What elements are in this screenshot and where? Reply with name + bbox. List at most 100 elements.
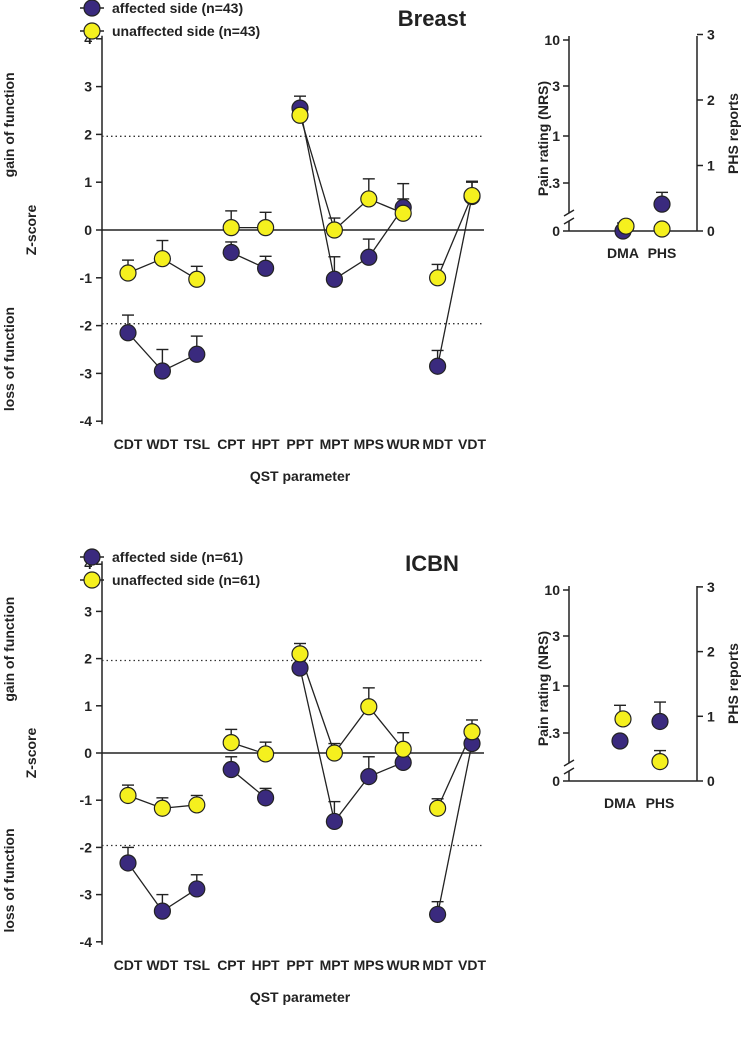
x-tick-label: MPS xyxy=(354,957,384,973)
x-tick-label: WDT xyxy=(146,436,178,452)
x-tick-label: WUR xyxy=(386,957,419,973)
y-tick-label: 1 xyxy=(84,174,92,190)
series-0-connector xyxy=(436,743,473,915)
y-tick-label: -4 xyxy=(80,413,93,429)
legend-marker-unaffected xyxy=(83,22,101,40)
data-point-unaffected xyxy=(360,698,378,716)
x-tick-label: MDT xyxy=(422,957,453,973)
gain-of-function-label: gain of function xyxy=(1,72,17,177)
data-point-unaffected xyxy=(257,745,275,763)
axis-break-mark xyxy=(563,209,575,217)
data-point-affected xyxy=(119,854,137,872)
inset-x-label: PHS xyxy=(648,245,677,261)
left-tick-label: .3 xyxy=(548,175,560,191)
data-point-unaffected xyxy=(325,221,343,239)
x-tick-label: WDT xyxy=(146,957,178,973)
inset-point-affected xyxy=(651,712,669,731)
series-1-connector xyxy=(437,195,473,279)
data-point-affected xyxy=(360,248,378,266)
data-point-affected xyxy=(325,270,343,288)
legend-marker-affected xyxy=(83,0,101,17)
left-tick-label: 1 xyxy=(552,128,560,144)
left-tick-label: 3 xyxy=(552,628,560,644)
y-tick-label: 3 xyxy=(84,79,92,95)
data-point-affected xyxy=(360,767,378,786)
data-point-unaffected xyxy=(394,204,412,222)
left-tick-label: .3 xyxy=(548,725,560,741)
x-tick-label: HPT xyxy=(252,436,280,452)
main-chart-0: 4 3 2 1 0 -1 -2 -3 -4 CDT WDT TSL CPT HPT PPT MPT MPS WUR… xyxy=(1,31,486,484)
x-tick-label: PPT xyxy=(286,957,314,973)
data-point-affected xyxy=(325,812,343,831)
x-tick-label: CPT xyxy=(217,957,245,973)
panel-title: Breast xyxy=(398,6,467,31)
data-point-affected xyxy=(222,760,240,779)
y-tick-label: -1 xyxy=(80,792,93,808)
inset-x-label: PHS xyxy=(646,795,675,811)
x-tick-label: MPS xyxy=(354,436,384,452)
data-point-unaffected xyxy=(429,269,447,287)
right-tick-label: 0 xyxy=(707,773,715,789)
y-tick-label: -4 xyxy=(80,934,93,950)
data-point-unaffected xyxy=(222,219,240,237)
y-tick-label: -2 xyxy=(80,839,93,855)
data-point-unaffected xyxy=(394,740,412,758)
series-0-connector xyxy=(299,667,404,823)
data-point-unaffected xyxy=(463,723,481,741)
axis-break-mark xyxy=(563,767,575,775)
inset-point-affected xyxy=(653,195,671,213)
series-1-connector xyxy=(299,653,404,755)
series-1-connector xyxy=(299,115,404,232)
y-tick-label: 4 xyxy=(84,31,92,47)
data-point-affected xyxy=(119,324,137,342)
y-tick-label: -3 xyxy=(80,887,93,903)
x-tick-label: PPT xyxy=(286,436,314,452)
y-tick-label: -3 xyxy=(80,365,93,381)
data-point-unaffected xyxy=(291,106,309,124)
data-point-affected xyxy=(429,905,447,924)
x-tick-label: TSL xyxy=(184,957,211,973)
x-tick-label: MPT xyxy=(320,436,350,452)
series-0-connector xyxy=(436,196,473,367)
y-tick-label: -2 xyxy=(80,318,93,334)
pain-rating-axis-title: Pain rating (NRS) xyxy=(535,81,551,196)
inset-point-unaffected xyxy=(617,217,635,235)
data-point-unaffected xyxy=(119,786,137,805)
x-axis-title: QST parameter xyxy=(250,468,351,484)
x-tick-label: CPT xyxy=(217,436,245,452)
right-tick-label: 3 xyxy=(707,579,715,595)
y-axis-title: Z-score xyxy=(23,205,39,256)
data-point-affected xyxy=(257,789,275,807)
legend-label: unaffected side (n=43) xyxy=(112,23,260,39)
data-point-affected xyxy=(153,902,171,920)
data-point-unaffected xyxy=(188,796,206,814)
gain-of-function-label: gain of function xyxy=(1,597,17,702)
y-tick-label: 2 xyxy=(84,126,92,142)
axis-break-mark xyxy=(563,759,575,767)
data-point-unaffected xyxy=(463,186,481,205)
left-tick-label: 10 xyxy=(544,582,560,598)
phs-reports-axis-title: PHS reports xyxy=(725,643,741,724)
data-point-unaffected xyxy=(153,250,171,268)
x-tick-label: VDT xyxy=(458,436,486,452)
left-tick-label: 0 xyxy=(552,773,560,789)
y-tick-label: 2 xyxy=(84,651,92,667)
legend-label: unaffected side (n=61) xyxy=(112,572,260,588)
data-point-affected xyxy=(188,880,206,898)
phs-reports-axis-title: PHS reports xyxy=(725,93,741,174)
legend-marker-unaffected xyxy=(83,571,101,589)
y-axis-title: Z-score xyxy=(23,728,39,779)
loss-of-function-label: loss of function xyxy=(1,307,17,411)
x-tick-label: WUR xyxy=(386,436,419,452)
right-tick-label: 1 xyxy=(707,708,715,724)
left-tick-label: 1 xyxy=(552,678,560,694)
data-point-unaffected xyxy=(153,799,171,817)
inset-x-label: DMA xyxy=(604,795,636,811)
left-tick-label: 0 xyxy=(552,223,560,239)
legend-label: affected side (n=61) xyxy=(112,549,243,565)
data-point-unaffected xyxy=(119,264,137,282)
data-point-affected xyxy=(429,357,447,375)
y-tick-label: 0 xyxy=(84,745,92,761)
